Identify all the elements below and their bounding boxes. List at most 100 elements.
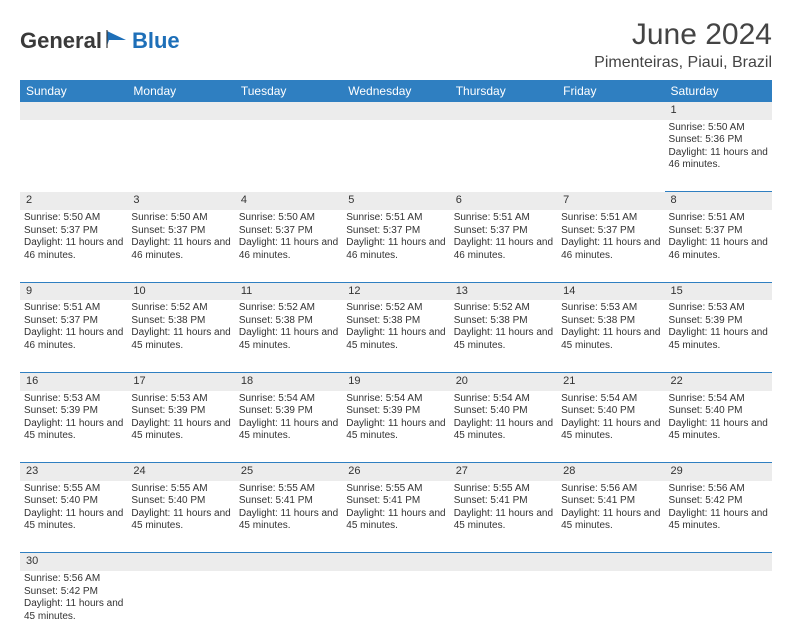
weekday-header: Wednesday [342, 80, 449, 102]
day-number: 22 [665, 372, 772, 390]
daylight-line: Daylight: 11 hours and 46 minutes. [669, 237, 768, 262]
day-cell: Sunrise: 5:54 AMSunset: 5:40 PMDaylight:… [665, 391, 772, 463]
weekday-header: Tuesday [235, 80, 342, 102]
day-cell [235, 571, 342, 643]
sunrise-line: Sunrise: 5:51 AM [346, 212, 445, 225]
day-cell [20, 120, 127, 192]
sunrise-line: Sunrise: 5:52 AM [131, 302, 230, 315]
day-number [557, 102, 664, 120]
sunset-line: Sunset: 5:36 PM [669, 134, 768, 147]
day-cell [665, 571, 772, 643]
calendar-table: SundayMondayTuesdayWednesdayThursdayFrid… [20, 80, 772, 643]
sunrise-line: Sunrise: 5:55 AM [454, 483, 553, 496]
sunset-line: Sunset: 5:37 PM [131, 225, 230, 238]
day-number [342, 102, 449, 120]
day-number: 18 [235, 372, 342, 390]
sunrise-line: Sunrise: 5:50 AM [131, 212, 230, 225]
sunrise-line: Sunrise: 5:52 AM [239, 302, 338, 315]
sunrise-line: Sunrise: 5:51 AM [561, 212, 660, 225]
sunrise-line: Sunrise: 5:53 AM [131, 393, 230, 406]
day-number: 19 [342, 372, 449, 390]
week-row: Sunrise: 5:50 AMSunset: 5:36 PMDaylight:… [20, 120, 772, 192]
day-number: 15 [665, 282, 772, 300]
daylight-line: Daylight: 11 hours and 46 minutes. [669, 147, 768, 172]
day-cell: Sunrise: 5:53 AMSunset: 5:39 PMDaylight:… [127, 391, 234, 463]
day-number: 25 [235, 463, 342, 481]
brand-logo: General Blue [20, 28, 180, 54]
day-number: 23 [20, 463, 127, 481]
sunset-line: Sunset: 5:41 PM [239, 495, 338, 508]
daylight-line: Daylight: 11 hours and 45 minutes. [561, 418, 660, 443]
daynum-row: 16171819202122 [20, 372, 772, 390]
sunrise-line: Sunrise: 5:56 AM [24, 573, 123, 586]
day-cell: Sunrise: 5:55 AMSunset: 5:40 PMDaylight:… [127, 481, 234, 553]
day-number: 13 [450, 282, 557, 300]
day-cell: Sunrise: 5:51 AMSunset: 5:37 PMDaylight:… [342, 210, 449, 282]
day-cell: Sunrise: 5:52 AMSunset: 5:38 PMDaylight:… [450, 300, 557, 372]
daylight-line: Daylight: 11 hours and 45 minutes. [669, 418, 768, 443]
day-cell: Sunrise: 5:54 AMSunset: 5:40 PMDaylight:… [450, 391, 557, 463]
daylight-line: Daylight: 11 hours and 45 minutes. [239, 508, 338, 533]
day-cell [235, 120, 342, 192]
sunset-line: Sunset: 5:38 PM [454, 315, 553, 328]
sunset-line: Sunset: 5:41 PM [346, 495, 445, 508]
weekday-header-row: SundayMondayTuesdayWednesdayThursdayFrid… [20, 80, 772, 102]
week-row: Sunrise: 5:50 AMSunset: 5:37 PMDaylight:… [20, 210, 772, 282]
day-cell [450, 571, 557, 643]
day-number: 12 [342, 282, 449, 300]
day-cell [342, 120, 449, 192]
daylight-line: Daylight: 11 hours and 46 minutes. [346, 237, 445, 262]
day-cell [450, 120, 557, 192]
day-number [450, 102, 557, 120]
day-cell: Sunrise: 5:50 AMSunset: 5:37 PMDaylight:… [127, 210, 234, 282]
day-number: 10 [127, 282, 234, 300]
weekday-header: Monday [127, 80, 234, 102]
day-number: 6 [450, 192, 557, 210]
day-number: 30 [20, 553, 127, 571]
sunrise-line: Sunrise: 5:55 AM [239, 483, 338, 496]
day-number: 28 [557, 463, 664, 481]
sunrise-line: Sunrise: 5:54 AM [239, 393, 338, 406]
sunrise-line: Sunrise: 5:55 AM [346, 483, 445, 496]
day-cell: Sunrise: 5:54 AMSunset: 5:39 PMDaylight:… [342, 391, 449, 463]
daylight-line: Daylight: 11 hours and 46 minutes. [131, 237, 230, 262]
weekday-header: Thursday [450, 80, 557, 102]
day-number: 2 [20, 192, 127, 210]
daynum-row: 9101112131415 [20, 282, 772, 300]
sunrise-line: Sunrise: 5:55 AM [131, 483, 230, 496]
sunset-line: Sunset: 5:41 PM [561, 495, 660, 508]
day-cell: Sunrise: 5:51 AMSunset: 5:37 PMDaylight:… [557, 210, 664, 282]
day-cell: Sunrise: 5:53 AMSunset: 5:39 PMDaylight:… [665, 300, 772, 372]
sunset-line: Sunset: 5:40 PM [454, 405, 553, 418]
sunrise-line: Sunrise: 5:54 AM [669, 393, 768, 406]
sunset-line: Sunset: 5:41 PM [454, 495, 553, 508]
day-cell: Sunrise: 5:55 AMSunset: 5:41 PMDaylight:… [450, 481, 557, 553]
daylight-line: Daylight: 11 hours and 45 minutes. [346, 508, 445, 533]
sunset-line: Sunset: 5:39 PM [669, 315, 768, 328]
day-number: 20 [450, 372, 557, 390]
sunrise-line: Sunrise: 5:50 AM [239, 212, 338, 225]
sunset-line: Sunset: 5:39 PM [24, 405, 123, 418]
sunset-line: Sunset: 5:37 PM [669, 225, 768, 238]
day-number [235, 553, 342, 571]
day-number: 9 [20, 282, 127, 300]
sunset-line: Sunset: 5:40 PM [131, 495, 230, 508]
daylight-line: Daylight: 11 hours and 45 minutes. [454, 418, 553, 443]
day-cell: Sunrise: 5:50 AMSunset: 5:37 PMDaylight:… [235, 210, 342, 282]
day-cell: Sunrise: 5:55 AMSunset: 5:41 PMDaylight:… [342, 481, 449, 553]
day-cell: Sunrise: 5:50 AMSunset: 5:36 PMDaylight:… [665, 120, 772, 192]
daylight-line: Daylight: 11 hours and 45 minutes. [454, 508, 553, 533]
sunset-line: Sunset: 5:37 PM [346, 225, 445, 238]
day-cell: Sunrise: 5:51 AMSunset: 5:37 PMDaylight:… [20, 300, 127, 372]
sunset-line: Sunset: 5:42 PM [669, 495, 768, 508]
day-number: 21 [557, 372, 664, 390]
day-number: 29 [665, 463, 772, 481]
sunset-line: Sunset: 5:37 PM [561, 225, 660, 238]
day-cell [557, 571, 664, 643]
daylight-line: Daylight: 11 hours and 45 minutes. [131, 418, 230, 443]
daynum-row: 30 [20, 553, 772, 571]
sunrise-line: Sunrise: 5:56 AM [669, 483, 768, 496]
sunset-line: Sunset: 5:40 PM [669, 405, 768, 418]
week-row: Sunrise: 5:51 AMSunset: 5:37 PMDaylight:… [20, 300, 772, 372]
sunset-line: Sunset: 5:37 PM [239, 225, 338, 238]
